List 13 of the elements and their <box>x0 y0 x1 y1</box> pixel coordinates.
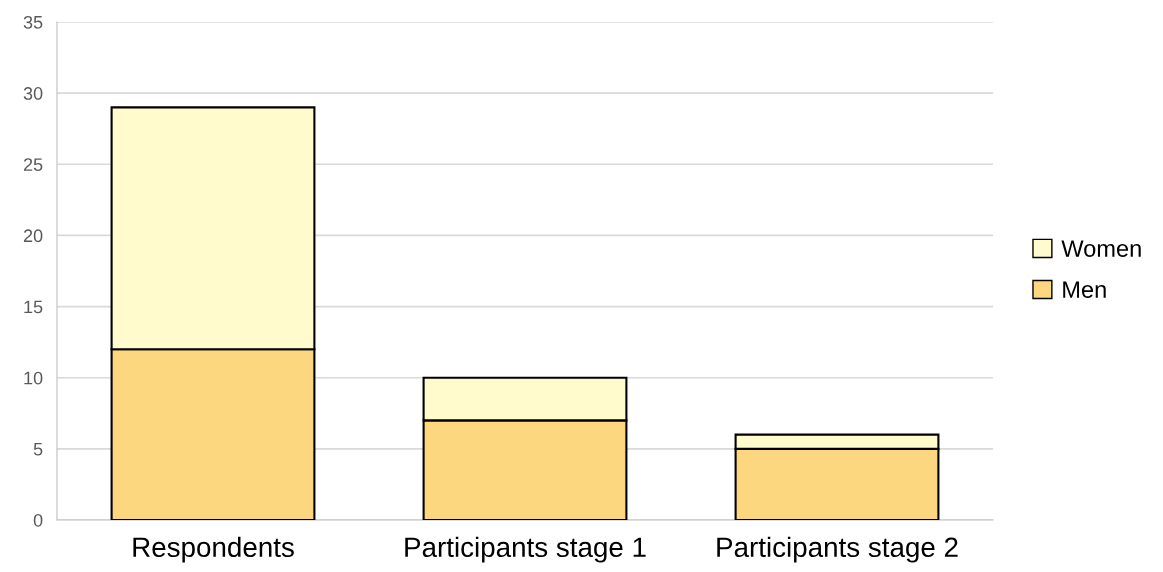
legend-label: Women <box>1061 240 1141 257</box>
y-tick-label: 0 <box>33 513 43 527</box>
x-tick-label: Participants stage 2 <box>717 536 958 563</box>
y-tick-label: 10 <box>24 371 43 385</box>
y-tick-label: 15 <box>24 300 43 314</box>
x-tick-label: Respondents <box>133 536 294 563</box>
y-tick-label: 35 <box>23 15 43 29</box>
y-tick-label: 30 <box>23 87 43 100</box>
y-tick-label: 5 <box>33 442 43 456</box>
x-tick-label: Participants stage 1 <box>405 536 646 563</box>
y-tick-label: 25 <box>23 158 43 172</box>
legend-label: Men <box>1063 281 1106 298</box>
y-tick-label: 20 <box>23 229 43 243</box>
